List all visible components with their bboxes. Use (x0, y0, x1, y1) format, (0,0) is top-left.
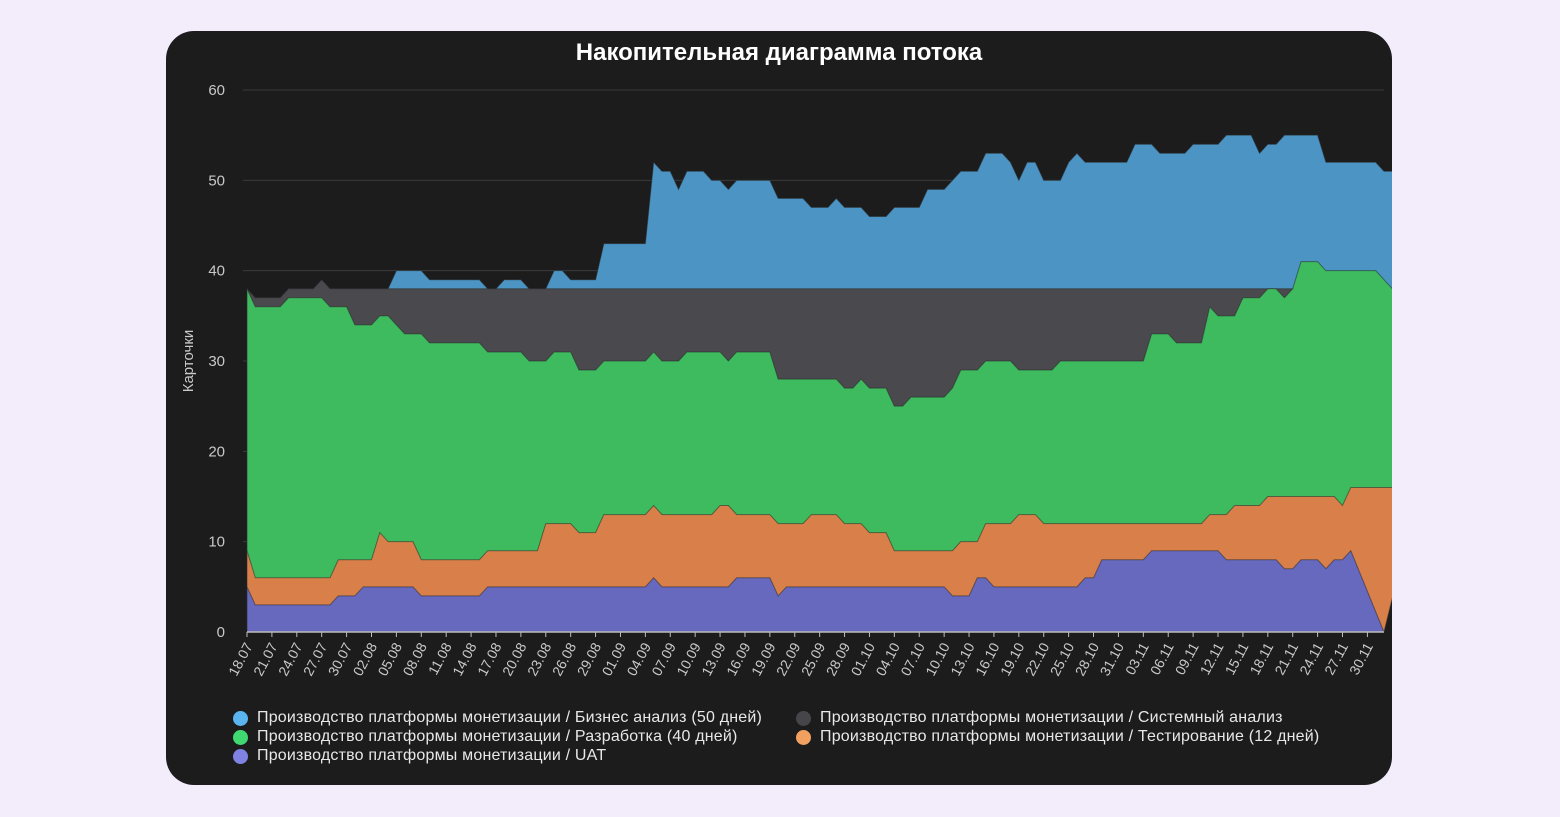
y-tick-label-20: 20 (208, 443, 225, 460)
legend-dot-icon (233, 748, 248, 764)
area-series (246, 134, 1392, 633)
y-axis-label: Карточки (180, 330, 197, 393)
x-tick-label-03.11: 03.11 (1122, 640, 1152, 678)
chart-title: Накопительная диаграмма потока (575, 39, 983, 66)
x-tick-label-18.11: 18.11 (1246, 640, 1276, 678)
legend-label: Производство платформы монетизации / Тес… (820, 728, 1320, 745)
legend-item-system-analysis[interactable]: Производство платформы монетизации / Сис… (796, 709, 1283, 727)
x-tick-label-06.11: 06.11 (1147, 640, 1177, 678)
y-tick-label-30: 30 (208, 353, 225, 370)
y-tick-label-50: 50 (208, 172, 225, 189)
legend-label: Производство платформы монетизации / Биз… (257, 709, 763, 726)
legend-dot-icon (796, 710, 811, 726)
area-uat (246, 549, 1385, 633)
legend-item-testing[interactable]: Производство платформы монетизации / Тес… (796, 728, 1319, 746)
x-tick-label-30.11: 30.11 (1346, 640, 1376, 678)
legend-dot-icon (233, 729, 248, 745)
x-tick-label-27.11: 27.11 (1321, 640, 1351, 678)
x-tick-label-08.08: 08.08 (399, 640, 430, 679)
legend-dot-icon (233, 710, 248, 726)
chart-card: Накопительная диаграмма потока 0 10 20 30 40… (166, 31, 1392, 785)
x-tick-label-31.10: 31.10 (1096, 640, 1127, 679)
legend-item-uat[interactable]: Производство платформы монетизации / UAT (233, 747, 606, 765)
y-tick-label-10: 10 (208, 534, 225, 551)
legend-dot-icon (796, 729, 811, 745)
x-tick-label-21.11: 21.11 (1271, 640, 1301, 678)
x-tick-label-15.11: 15.11 (1221, 640, 1251, 678)
y-tick-label-0: 0 (217, 624, 225, 641)
x-tick-label-09.11: 09.11 (1172, 640, 1202, 678)
legend-item-business-analysis[interactable]: Производство платформы монетизации / Биз… (233, 709, 762, 727)
y-tick-label-40: 40 (208, 263, 225, 280)
x-tick-label-12.11: 12.11 (1197, 640, 1227, 678)
cumulative-flow-chart: 010203040506018.0721.0724.0727.0730.0702… (180, 82, 1392, 679)
legend-label: Производство платформы монетизации / Сис… (820, 709, 1283, 726)
y-tick-label-60: 60 (208, 82, 225, 99)
legend-item-development[interactable]: Производство платформы монетизации / Раз… (233, 728, 738, 746)
legend-label: Производство платформы монетизации / UAT (257, 747, 607, 764)
legend-label: Производство платформы монетизации / Раз… (257, 728, 738, 745)
x-tick-label-24.11: 24.11 (1296, 640, 1326, 678)
